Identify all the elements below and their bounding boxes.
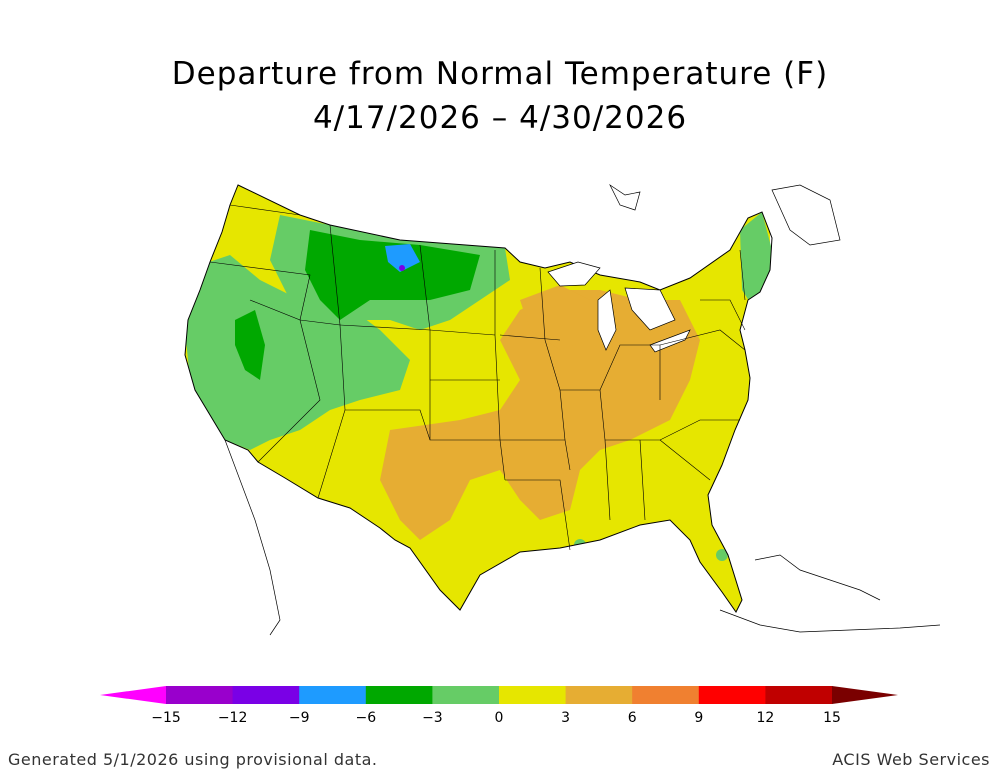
region-orange-central bbox=[380, 290, 700, 540]
legend-swatch bbox=[166, 686, 234, 704]
generated-note: Generated 5/1/2026 using provisional dat… bbox=[8, 750, 378, 769]
region-orange-upper-midwest bbox=[520, 285, 590, 350]
legend-tick-label: 0 bbox=[495, 710, 504, 726]
lake-huron bbox=[624, 287, 676, 331]
legend-swatch bbox=[698, 686, 766, 704]
legend-tick-label: 12 bbox=[756, 710, 774, 726]
region-blue-montana bbox=[385, 244, 420, 272]
legend-arrow-high bbox=[832, 686, 898, 704]
acis-credit: ACIS Web Services bbox=[832, 750, 990, 769]
legend-swatch bbox=[232, 686, 300, 704]
legend-tick-label: −9 bbox=[289, 710, 310, 726]
us-outline bbox=[184, 184, 773, 613]
map-title: Departure from Normal Temperature (F) bbox=[171, 56, 829, 92]
legend-swatch bbox=[299, 686, 367, 704]
legend-swatch bbox=[432, 686, 500, 704]
region-green-florida bbox=[716, 549, 728, 561]
legend-tick-label: 9 bbox=[694, 710, 703, 726]
legend-swatch bbox=[765, 686, 833, 704]
region-purple-spot bbox=[399, 265, 405, 271]
lake-superior bbox=[547, 261, 601, 287]
state-boundaries bbox=[209, 204, 746, 551]
caribbean-coast bbox=[719, 609, 941, 633]
legend-swatch bbox=[365, 686, 433, 704]
legend-swatch bbox=[632, 686, 700, 704]
region-darkgreen-nevada bbox=[235, 310, 265, 380]
legend-tick-label: −12 bbox=[218, 710, 248, 726]
region-green-west bbox=[185, 255, 410, 450]
canada-island bbox=[609, 183, 641, 211]
legend-tick-label: 6 bbox=[628, 710, 637, 726]
map-date-range: 4/17/2026 – 4/30/2026 bbox=[312, 100, 688, 136]
legend-swatch bbox=[565, 686, 633, 704]
lake-michigan bbox=[597, 289, 617, 351]
canada-maritimes bbox=[771, 184, 841, 246]
legend-tick-label: 15 bbox=[823, 710, 841, 726]
legend-tick-label: −6 bbox=[355, 710, 376, 726]
legend-tick-label: −3 bbox=[422, 710, 443, 726]
region-darkgreen-montana bbox=[305, 230, 480, 320]
legend-tick-label: 3 bbox=[561, 710, 570, 726]
legend-arrow-low bbox=[100, 686, 166, 704]
baja-coast bbox=[224, 439, 281, 636]
legend-swatch bbox=[499, 686, 567, 704]
bahamas-cuba bbox=[754, 554, 881, 601]
legend-tick-label: −15 bbox=[151, 710, 181, 726]
